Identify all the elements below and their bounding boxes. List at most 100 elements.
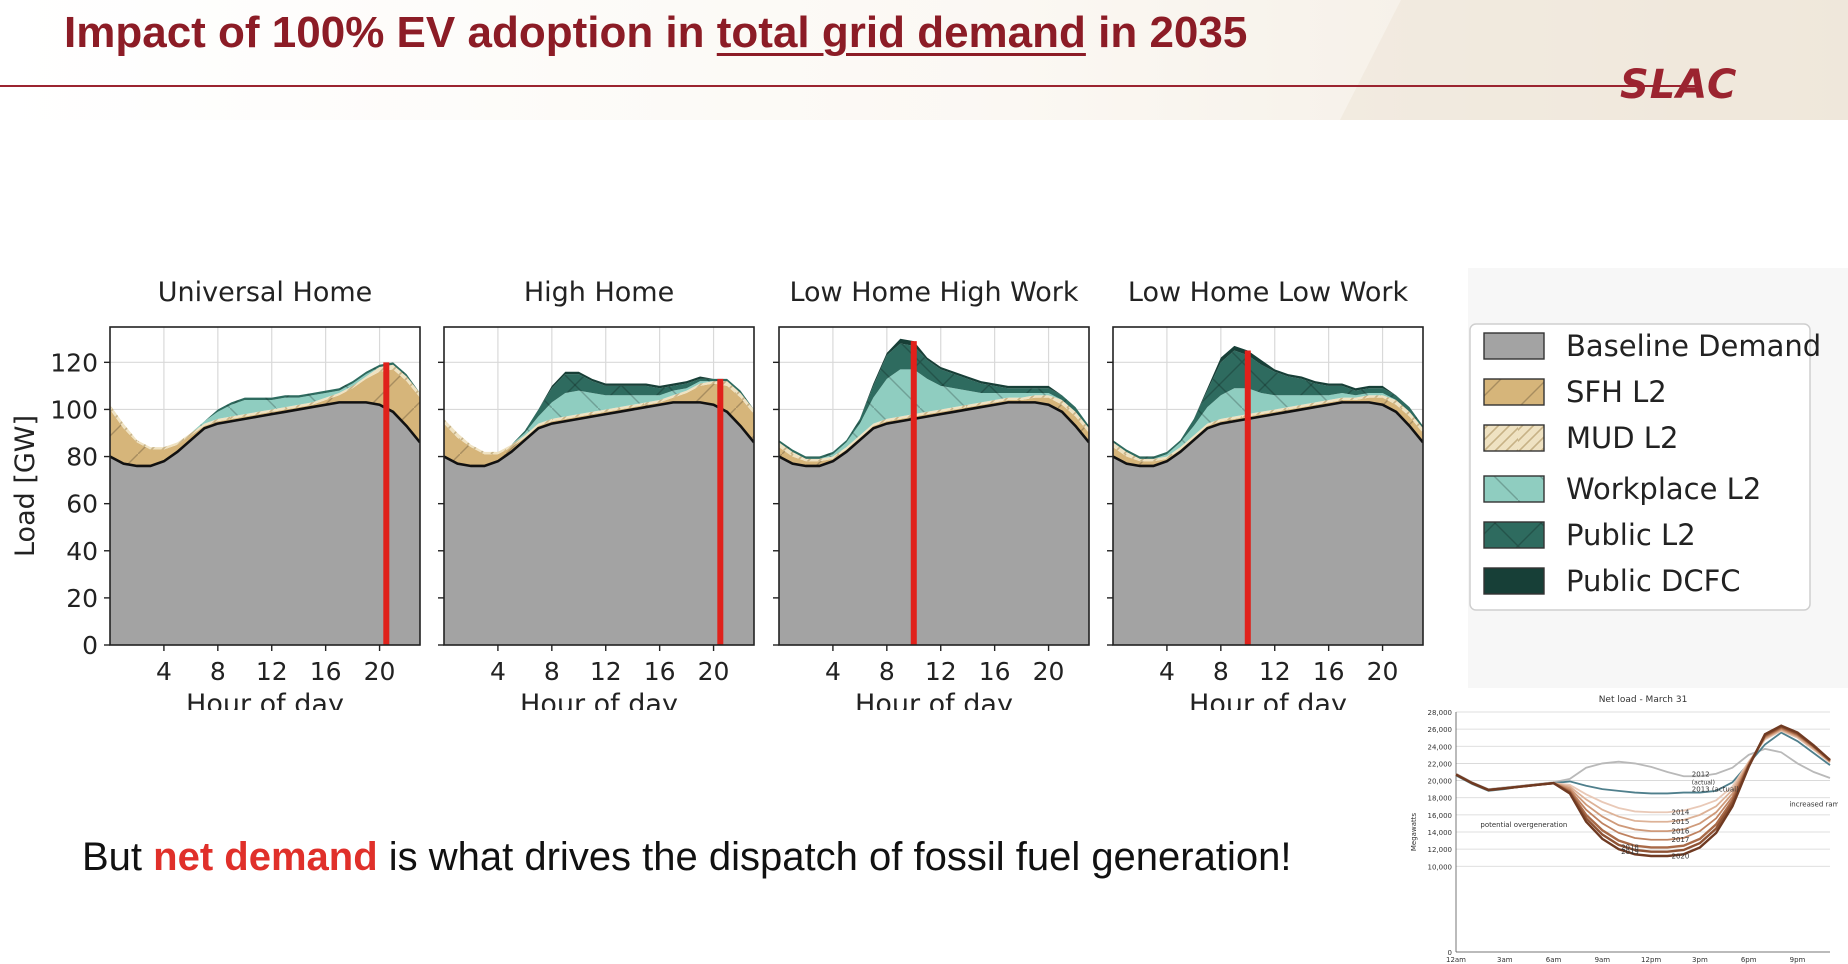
legend-swatch: [1483, 567, 1545, 595]
inset-series-label: 2015: [1671, 818, 1689, 826]
x-tick-label: 12: [256, 657, 288, 686]
panel-title: High Home: [524, 277, 674, 308]
panel-low-home-low-work: Low Home Low Work 4 8 12 16 20 Hour of day: [1107, 277, 1424, 710]
inset-y-tick-label: 16,000: [1428, 812, 1453, 820]
area-layers: [444, 371, 754, 645]
panel-title: Low Home Low Work: [1128, 277, 1409, 308]
area-baseline-demand: [110, 402, 420, 645]
x-tick-label: 20: [698, 657, 730, 686]
baseline-line: [444, 401, 754, 468]
inset-series-label: 2018: [1621, 844, 1639, 852]
x-tick-label: 8: [210, 657, 226, 686]
y-tick-label: 0: [82, 631, 98, 660]
area-baseline-demand: [1113, 402, 1423, 645]
legend-label: MUD L2: [1566, 421, 1678, 455]
inset-x-tick-label: 9am: [1595, 956, 1611, 964]
x-tick-label: 8: [1213, 657, 1229, 686]
legend-label: Public DCFC: [1566, 564, 1741, 598]
x-tick-label: 16: [644, 657, 676, 686]
inset-y-tick-label: 26,000: [1428, 726, 1453, 734]
panel-frame: [1112, 326, 1424, 646]
x-tick-label: 4: [1159, 657, 1175, 686]
legend-label: Public L2: [1566, 518, 1696, 552]
slide-subtitle: But net demand is what drives the dispat…: [82, 835, 1291, 880]
legend-swatch: [1483, 475, 1545, 503]
inset-line-2013: [1455, 731, 1831, 795]
panel-frame: [778, 326, 1090, 646]
inset-annotation: 2012: [1692, 770, 1710, 778]
x-tick-label: 4: [825, 657, 841, 686]
slide-header: [0, 0, 1848, 120]
legend-item: SFH L2: [1483, 375, 1667, 409]
baseline-line: [779, 401, 1089, 468]
legend-item: MUD L2: [1483, 421, 1678, 455]
area-layers: [110, 362, 420, 645]
inset-x-tick-label: 6am: [1546, 956, 1562, 964]
legend-item: Workplace L2: [1483, 472, 1761, 506]
inset-y-tick-label: 10,000: [1428, 863, 1453, 871]
x-tick-label: 8: [544, 657, 560, 686]
x-axis-label: Hour of day: [855, 689, 1013, 710]
area-workplace-l2: [1113, 388, 1423, 459]
panel-frame: [109, 326, 421, 646]
area-public-dcfc: [1113, 345, 1423, 457]
inset-line-2019: [1455, 725, 1831, 853]
x-tick-label: 12: [590, 657, 622, 686]
inset-y-tick-label: 22,000: [1428, 760, 1453, 768]
area-workplace-l2: [110, 364, 420, 448]
x-tick-label: 16: [1313, 657, 1345, 686]
area-layers: [779, 338, 1089, 645]
inset-y-axis-label: Megawatts: [1410, 813, 1418, 852]
inset-y-tick-label: 20,000: [1428, 778, 1453, 786]
area-baseline-demand: [779, 402, 1089, 645]
legend-swatch: [1483, 332, 1545, 360]
net-load-chart: Net load - March 31 0 10,000 12,000 14,000 16…: [1408, 690, 1838, 964]
slide-title: Impact of 100% EV adoption in total grid…: [64, 8, 1247, 58]
area-public-l2: [444, 374, 754, 452]
inset-line-2020: [1455, 724, 1831, 858]
y-axis-label: Load [GW]: [10, 415, 41, 557]
x-tick-label: 20: [1033, 657, 1065, 686]
inset-series-label: 2019: [1621, 848, 1639, 856]
inset-annotation: potential overgeneration: [1480, 821, 1567, 829]
area-mud-l2: [779, 395, 1089, 462]
legend-item: Baseline Demand: [1483, 329, 1821, 363]
inset-y-tick-label: 18,000: [1428, 795, 1453, 803]
inset-series-label: 2016: [1671, 827, 1689, 835]
inset-y-tick-label: 28,000: [1428, 709, 1453, 717]
inset-x-tick-label: 3pm: [1692, 956, 1708, 964]
title-part: Impact of 100% EV adoption in: [64, 8, 717, 57]
legend-item: Public L2: [1483, 518, 1696, 552]
y-tick-label: 120: [50, 348, 98, 377]
x-tick-label: 16: [979, 657, 1011, 686]
y-tick-label: 100: [50, 395, 98, 424]
inset-y-tick-label: 14,000: [1428, 829, 1453, 837]
inset-x-tick-label: 3am: [1497, 956, 1513, 964]
ev-demand-chart: Universal Home 4 8 12 16 20 Hour of day 0 20 40 60…: [10, 277, 1821, 710]
inset-series-label: 2017: [1671, 836, 1689, 844]
y-tick-label: 80: [66, 443, 98, 472]
title-part-end: in 2035: [1085, 8, 1248, 57]
area-sfh-l2: [1113, 397, 1423, 466]
area-baseline-demand: [444, 402, 754, 645]
inset-series-label: 2014: [1671, 809, 1689, 817]
area-mud-l2: [1113, 395, 1423, 462]
area-workplace-l2: [444, 381, 754, 452]
x-tick-label: 4: [490, 657, 506, 686]
legend-box: [1469, 323, 1811, 611]
subtitle-part: But: [82, 835, 154, 879]
title-underlined: total grid demand: [716, 8, 1086, 57]
legend-swatch: [1483, 424, 1545, 452]
inset-series-label: 2020: [1671, 852, 1689, 860]
area-layers: [1113, 345, 1423, 645]
y-tick-label: 20: [66, 584, 98, 613]
x-tick-label: 12: [925, 657, 957, 686]
inset-annotation: 2013 (actual): [1692, 786, 1739, 794]
x-tick-label: 12: [1259, 657, 1291, 686]
inset-x-tick-label: 9pm: [1790, 956, 1806, 964]
legend-label: Workplace L2: [1566, 472, 1761, 506]
panel-low-home-high-work: Low Home High Work 4 8 12 16 20 Hour of day: [773, 277, 1090, 710]
panel-universal-home: Universal Home 4 8 12 16 20 Hour of day 0 20 40 60…: [50, 277, 421, 710]
header-rule: [0, 85, 1700, 87]
